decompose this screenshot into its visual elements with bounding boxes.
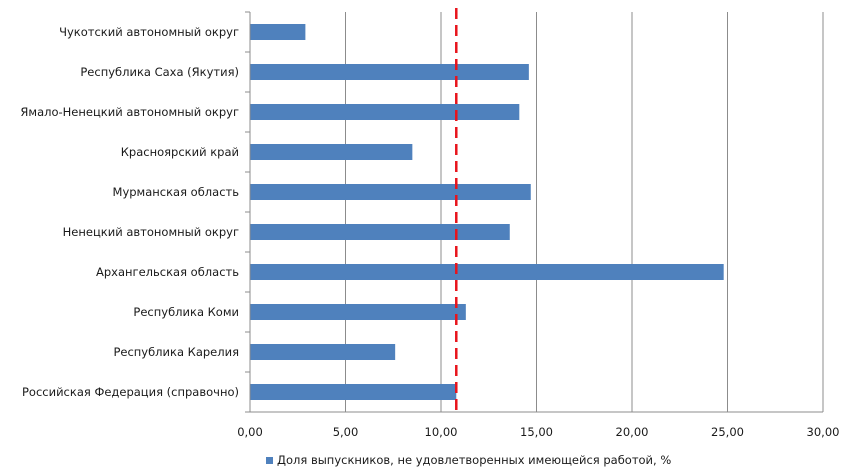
legend: Доля выпускников, не удовлетворенных име… — [266, 453, 671, 467]
category-label: Чукотский автономный округ — [59, 25, 239, 39]
x-tick-label: 5,00 — [333, 425, 359, 439]
category-label: Мурманская область — [113, 185, 240, 199]
bar — [250, 264, 724, 280]
category-labels: Чукотский автономный округ Республика Сах… — [20, 25, 239, 399]
bar — [250, 144, 413, 160]
category-label: Республика Саха (Якутия) — [80, 65, 239, 79]
category-label: Ямало-Ненецкий автономный округ — [20, 105, 239, 119]
legend-swatch — [266, 457, 273, 464]
legend-label: Доля выпускников, не удовлетворенных име… — [277, 453, 671, 467]
category-label: Ненецкий автономный округ — [63, 225, 239, 239]
category-label: Республика Коми — [133, 305, 239, 319]
bar — [250, 224, 510, 240]
bar — [250, 24, 306, 40]
bar — [250, 304, 466, 320]
bar — [250, 344, 396, 360]
category-label: Красноярский край — [121, 145, 239, 159]
axes — [245, 11, 823, 413]
bar — [250, 64, 529, 80]
bar — [250, 104, 520, 120]
category-label: Российская Федерация (справочно) — [22, 385, 239, 399]
bars — [250, 24, 724, 400]
x-tick-label: 30,00 — [807, 425, 840, 439]
x-tick-labels: 0,00 5,00 10,00 15,00 20,00 25,00 30,00 — [237, 425, 839, 439]
x-tick-label: 0,00 — [237, 425, 263, 439]
bar — [250, 184, 531, 200]
category-label: Республика Карелия — [113, 345, 239, 359]
x-tick-label: 20,00 — [616, 425, 649, 439]
x-tick-label: 15,00 — [520, 425, 553, 439]
x-tick-label: 25,00 — [711, 425, 744, 439]
bar — [250, 384, 457, 400]
category-label: Архангельская область — [96, 265, 239, 279]
x-tick-label: 10,00 — [425, 425, 458, 439]
